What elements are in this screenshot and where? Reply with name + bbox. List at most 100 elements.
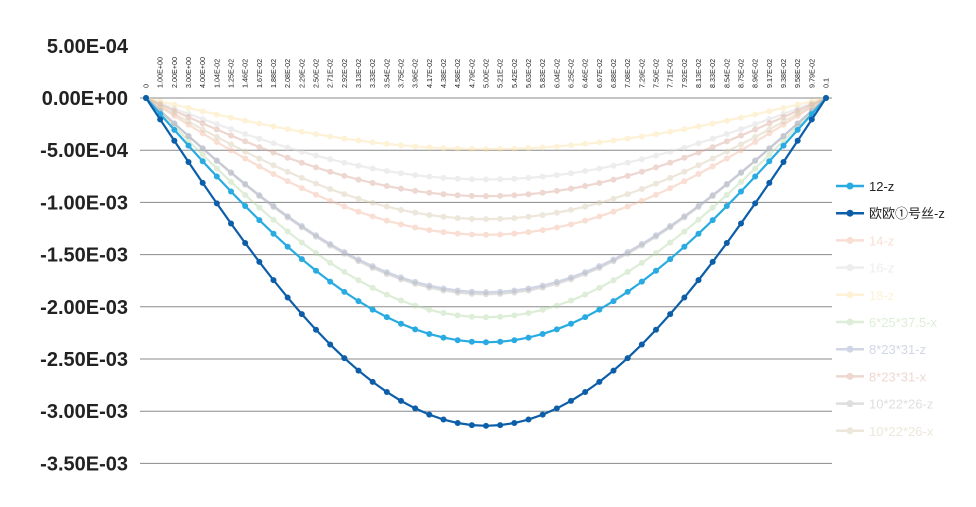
data-point [568, 297, 574, 304]
x-tick-label: 9.38E-02 [779, 59, 788, 88]
data-point [596, 179, 603, 186]
data-point [667, 239, 674, 246]
x-tick-label: 4.58E-02 [453, 59, 462, 88]
data-point [284, 178, 291, 185]
x-tick-label: 5.83E-02 [538, 59, 547, 88]
data-point [171, 120, 178, 127]
data-point [752, 133, 759, 140]
legend-label: 8*23*31-z [869, 342, 926, 357]
data-point [539, 173, 546, 180]
data-point [171, 101, 178, 108]
data-point [228, 188, 234, 195]
data-point [327, 259, 334, 266]
data-point [228, 126, 234, 133]
data-point [582, 314, 589, 321]
data-point [213, 138, 220, 145]
x-tick-label: 4.38E-02 [439, 59, 448, 88]
y-tick-label: -2.50E-03 [40, 349, 128, 371]
data-point [483, 146, 489, 153]
legend-label: 8*23*31-x [869, 369, 927, 384]
legend-item: 10*22*26-z [836, 397, 933, 412]
data-point [440, 416, 447, 423]
data-point [695, 149, 702, 156]
data-point [157, 101, 164, 108]
x-tick-label: 8.96E-02 [751, 59, 760, 88]
data-point [610, 162, 617, 169]
data-point [497, 146, 504, 153]
x-axis-tick-labels: 0 1.00E+00 2.00E+00 3.00E+00 4.00E+00 1.04E-0… [142, 57, 831, 88]
data-point [213, 173, 220, 180]
data-point [511, 287, 518, 294]
data-point [383, 217, 390, 224]
legend-item: 16-z [836, 261, 894, 276]
y-tick-label: -2.00E-03 [40, 297, 128, 319]
data-point [412, 187, 419, 194]
data-point [256, 258, 263, 265]
data-point [738, 170, 744, 177]
data-point [298, 239, 305, 246]
data-point [553, 187, 560, 194]
data-point [738, 169, 744, 176]
data-point [327, 197, 334, 204]
data-point [468, 215, 475, 222]
data-point [313, 326, 319, 333]
x-tick-label: 3.54E-02 [382, 59, 391, 88]
data-point [242, 239, 249, 246]
data-point [199, 145, 206, 152]
data-point [313, 232, 319, 239]
data-point [624, 250, 631, 257]
data-point [426, 330, 433, 337]
data-point [383, 183, 390, 190]
data-point [667, 311, 674, 318]
data-point [213, 200, 220, 207]
data-point [483, 231, 489, 238]
data-point [780, 121, 787, 128]
data-point [638, 341, 645, 348]
data-point [412, 143, 419, 150]
data-point [454, 287, 461, 294]
data-point [440, 287, 447, 294]
data-point [667, 128, 674, 135]
x-tick-label: 3.33E-02 [368, 59, 377, 88]
data-point [440, 285, 447, 292]
data-point [794, 137, 801, 144]
data-point [624, 159, 631, 166]
x-tick-label: 3.96E-02 [411, 59, 420, 88]
data-point [653, 152, 659, 159]
data-point [709, 192, 716, 199]
legend-swatch-marker [846, 182, 854, 190]
data-point [596, 199, 603, 206]
data-point [610, 256, 617, 263]
data-point [483, 193, 489, 200]
x-tick-label: 5.63E-02 [524, 59, 533, 88]
data-point [596, 378, 603, 385]
series-10*22*26-x [143, 95, 829, 223]
data-point [553, 172, 560, 179]
data-point [653, 164, 659, 171]
x-tick-label: 1.88E-02 [269, 59, 278, 88]
data-point [228, 220, 234, 227]
data-point [270, 123, 277, 130]
series-lines [143, 95, 829, 429]
data-point [638, 156, 645, 163]
data-point [454, 312, 461, 319]
data-point [284, 144, 291, 151]
data-point [185, 133, 192, 140]
data-point [695, 170, 702, 177]
data-point [596, 165, 603, 172]
data-point [582, 140, 589, 147]
data-point [681, 178, 688, 185]
data-point [369, 165, 376, 172]
data-point [766, 151, 773, 158]
data-point [738, 132, 744, 139]
data-point [624, 268, 631, 275]
data-point [313, 164, 319, 171]
data-point [454, 192, 461, 199]
data-point [653, 233, 659, 240]
data-point [568, 170, 574, 177]
data-point [780, 158, 787, 165]
data-point [369, 199, 376, 206]
series-line [145, 97, 827, 221]
data-point [681, 144, 688, 151]
data-point [355, 162, 362, 169]
